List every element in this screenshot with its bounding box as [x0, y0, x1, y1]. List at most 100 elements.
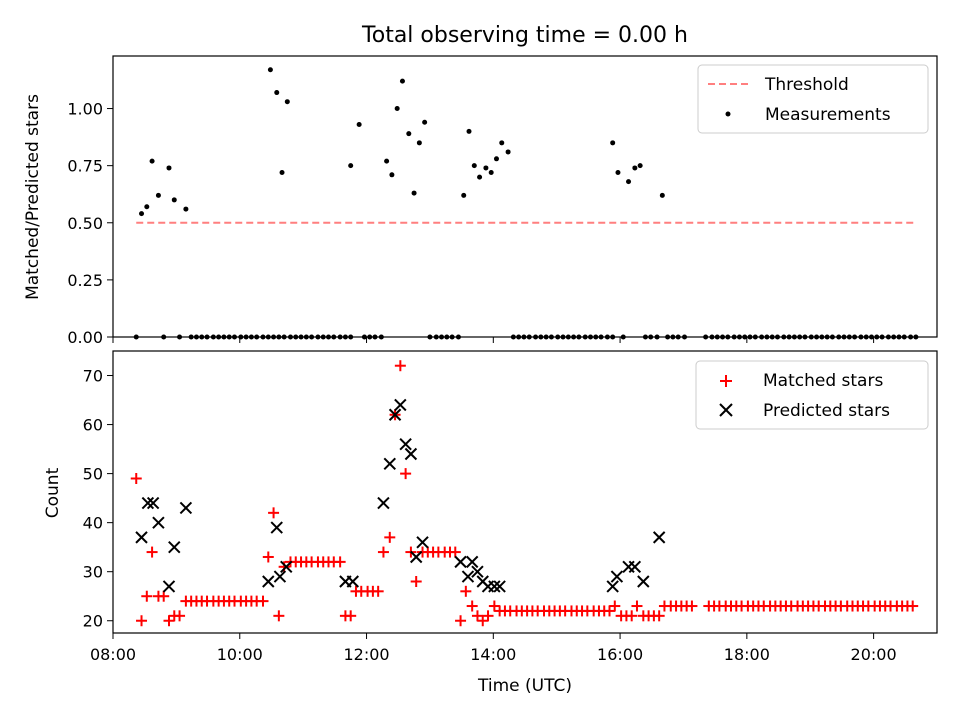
measurement-point — [384, 158, 390, 164]
matched-star-point — [334, 556, 346, 568]
matched-star-point — [372, 585, 384, 597]
measurement-point — [499, 140, 505, 146]
bottom-y-tick-label: 20 — [83, 612, 103, 631]
predicted-star-point — [388, 408, 402, 421]
matched-star-point — [146, 546, 158, 558]
matched-star-point — [686, 600, 698, 612]
matched-star-point — [273, 610, 285, 622]
predicted-star-point — [606, 580, 619, 593]
measurement-point — [610, 140, 616, 146]
predicted-star-point — [394, 398, 407, 412]
measurement-point — [411, 190, 417, 196]
measurement-point — [166, 165, 172, 171]
bottom-y-tick-label: 30 — [83, 563, 103, 582]
matched-star-point — [488, 600, 500, 612]
top-y-tick-label: 0.00 — [67, 328, 103, 347]
legend-predicted-swatch — [719, 403, 733, 417]
bottom-plot-area: 20 30 40 50 60 70 08:00 10:00 12:00 14:00 16:00 18:… — [83, 360, 919, 664]
legend-matched-label: Matched stars — [763, 371, 883, 391]
measurement-point — [279, 170, 285, 176]
measurement-point — [615, 170, 621, 176]
bottom-legend-box — [695, 360, 929, 430]
predicted-star-point — [383, 457, 396, 471]
predicted-star-point — [146, 496, 160, 510]
top-chart-title: Total observing time = 0.00 h — [361, 23, 688, 48]
measurement-point — [493, 156, 499, 162]
matched-star-point — [455, 615, 467, 627]
matched-star-point — [410, 576, 422, 588]
measurement-point — [389, 172, 395, 178]
legend-predicted-label: Predicted stars — [763, 401, 890, 421]
predicted-star-point — [162, 580, 176, 593]
predicted-star-point — [652, 531, 666, 544]
measurement-point — [466, 128, 472, 134]
measurement-point — [659, 192, 665, 198]
predicted-star-point — [493, 580, 506, 593]
matched-star-point — [158, 590, 170, 602]
bottom-y-tick-label: 40 — [83, 514, 103, 533]
matched-star-point — [257, 595, 269, 607]
bottom-x-tick-label: 12:00 — [343, 645, 389, 664]
bottom-y-tick-label: 50 — [83, 465, 103, 484]
bottom-x-tick-label: 08:00 — [90, 645, 136, 664]
measurement-point — [461, 192, 467, 198]
measurement-point — [488, 170, 494, 176]
measurement-point — [155, 192, 161, 198]
measurement-point — [144, 204, 150, 210]
measurement-point — [183, 206, 189, 212]
predicted-star-point — [262, 575, 275, 588]
matched-star-point — [449, 546, 461, 558]
predicted-star-point — [416, 536, 429, 549]
predicted-star-point — [141, 496, 155, 510]
measurement-point — [477, 174, 483, 180]
matched-star-point — [278, 561, 290, 573]
bottom-y-tick-label: 70 — [83, 367, 103, 386]
measurement-point — [284, 99, 290, 105]
bottom-x-tick-label: 10:00 — [217, 645, 263, 664]
measurement-point — [394, 106, 400, 112]
measurement-point — [399, 78, 405, 84]
matched-star-point — [174, 610, 186, 622]
predicted-star-point — [168, 540, 181, 554]
predicted-star-point — [628, 560, 642, 573]
matched-star-point — [482, 610, 494, 622]
matched-star-point — [477, 615, 489, 627]
legend-measurements-label: Measurements — [765, 105, 891, 125]
matched-star-point — [141, 590, 153, 602]
predicted-star-point — [377, 496, 390, 510]
matched-star-point — [626, 610, 638, 622]
measurement-point — [626, 179, 632, 185]
predicted-star-point — [270, 521, 283, 534]
predicted-star-point — [273, 570, 287, 583]
predicted-star-point — [399, 437, 412, 451]
bottom-x-tick-label: 20:00 — [851, 645, 897, 664]
bottom-legend: Matched stars Predicted stars — [695, 360, 929, 430]
matched-star-point — [907, 600, 919, 612]
top-y-tick-label: 0.25 — [67, 271, 103, 290]
legend-measurements-swatch — [725, 111, 731, 117]
measurement-point — [274, 90, 280, 96]
top-y-tick-label: 0.50 — [67, 214, 103, 233]
matched-star-point — [130, 473, 142, 485]
measurement-point — [483, 165, 489, 171]
matched-star-point — [466, 600, 478, 612]
matched-star-point — [377, 546, 389, 558]
matched-star-point — [609, 600, 621, 612]
predicted-star-point — [488, 580, 501, 593]
matched-star-point — [394, 360, 406, 372]
bottom-y-tick-label: 60 — [83, 416, 103, 435]
matched-star-point — [604, 605, 616, 617]
predicted-star-point — [346, 575, 360, 588]
predicted-star-point — [637, 575, 650, 588]
bottom-x-tick-label: 14:00 — [470, 645, 516, 664]
matched-star-point — [268, 507, 280, 519]
top-y-tick-label: 0.75 — [67, 157, 103, 176]
top-plot-area: 0.00 0.25 0.50 0.75 1.00 — [67, 67, 919, 347]
matched-star-point — [262, 551, 274, 563]
top-y-tick-label: 1.00 — [67, 100, 103, 119]
legend-threshold-label: Threshold — [764, 75, 849, 95]
predicted-star-point — [135, 531, 148, 544]
measurement-point — [139, 211, 145, 217]
bottom-x-tick-label: 16:00 — [597, 645, 643, 664]
predicted-star-point — [465, 555, 479, 569]
